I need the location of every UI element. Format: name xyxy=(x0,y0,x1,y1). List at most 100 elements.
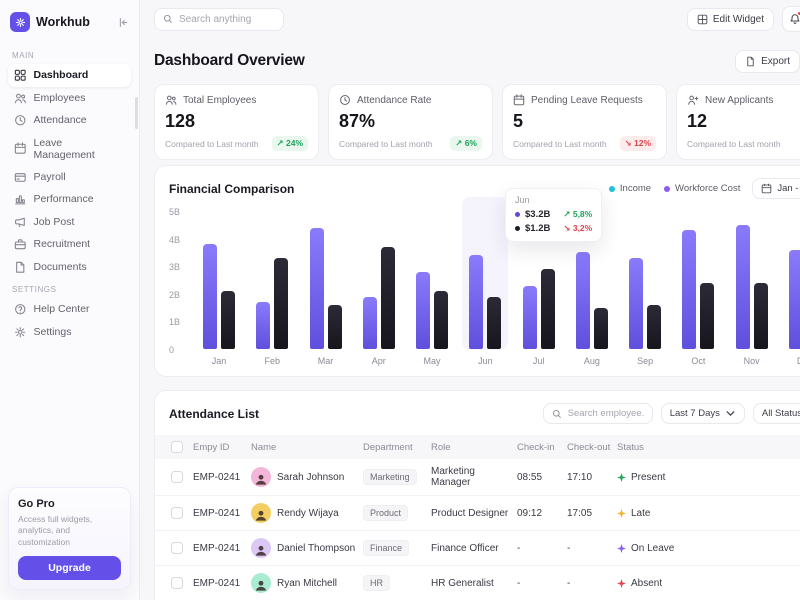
table-row[interactable]: EMP-0241 Sarah Johnson Marketing Marketing … xyxy=(155,459,800,496)
table-row[interactable]: EMP-0241 Daniel Thompson Finance Finance Of… xyxy=(155,531,800,566)
bar-income[interactable] xyxy=(788,250,800,349)
bar-workforce-cost[interactable] xyxy=(540,269,555,349)
bar-income[interactable] xyxy=(682,230,697,349)
bar-group-sep[interactable]: Sep xyxy=(629,211,662,366)
bar-workforce-cost[interactable] xyxy=(753,283,768,349)
bar-income[interactable] xyxy=(735,225,750,349)
stat-card-foot: Compared to Last month ↗ 24% xyxy=(165,136,308,151)
bar-group-dec[interactable]: Dec xyxy=(788,211,800,366)
sidebar-collapse-icon[interactable] xyxy=(118,17,129,28)
cell-employee-id: EMP-0241 xyxy=(193,471,241,483)
search-input[interactable] xyxy=(179,13,275,25)
stat-card-label: Pending Leave Requests xyxy=(531,94,643,106)
stat-card-compare: Compared to Last month xyxy=(339,138,433,149)
bar-workforce-cost[interactable] xyxy=(487,297,502,349)
bar-income[interactable] xyxy=(203,244,217,349)
cell-check-out: - xyxy=(567,542,571,554)
column-header: Check-out xyxy=(567,441,611,453)
cell-role: Marketing Manager xyxy=(431,466,475,488)
stat-card-head: New Applicants xyxy=(687,94,800,106)
bar-workforce-cost[interactable] xyxy=(700,283,715,349)
bar-income[interactable] xyxy=(575,252,590,349)
cell-name: Rendy Wijaya xyxy=(251,503,363,523)
status-sparkle-icon xyxy=(617,472,626,482)
bar-income[interactable] xyxy=(416,272,431,349)
go-pro-description: Access full widgets, analytics, and cust… xyxy=(18,513,93,547)
stat-card-head: Total Employees xyxy=(165,94,308,106)
employee-search-input[interactable] xyxy=(567,408,644,419)
bar-group-nov[interactable]: Nov xyxy=(735,211,768,366)
bar-income[interactable] xyxy=(469,255,484,349)
sidebar-item-help-center[interactable]: Help Center xyxy=(8,298,131,321)
bar-group-may[interactable]: May xyxy=(416,211,449,366)
bar-workforce-cost[interactable] xyxy=(274,258,289,349)
bar-income[interactable] xyxy=(256,302,271,349)
bar-workforce-cost[interactable] xyxy=(434,291,449,349)
stat-card-value: 5 xyxy=(513,111,524,131)
table-row[interactable]: EMP-0241 Ryan Mitchell HR HR Generalist - - Ab… xyxy=(155,566,800,600)
bar-group-oct[interactable]: Oct xyxy=(682,211,715,366)
tooltip-series-dot xyxy=(515,226,520,231)
sidebar-item-job-post[interactable]: Job Post xyxy=(8,211,131,234)
export-button[interactable]: Export xyxy=(735,49,800,73)
trend-badge: ↗ 6% xyxy=(450,136,482,151)
stat-card-compare: Compared to Last month xyxy=(513,138,607,149)
sidebar-item-recruitment[interactable]: Recruitment xyxy=(8,233,131,256)
sidebar-item-dashboard[interactable]: Dashboard xyxy=(8,64,131,87)
cell-name: Sarah Johnson xyxy=(251,467,363,487)
sidebar-item-payroll[interactable]: Payroll xyxy=(8,166,131,189)
sidebar-item-label: Performance xyxy=(33,193,94,206)
bar-income[interactable] xyxy=(362,297,377,349)
bar-income[interactable] xyxy=(522,286,537,349)
row-checkbox[interactable] xyxy=(171,507,183,519)
bar-workforce-cost[interactable] xyxy=(380,247,395,349)
department-badge: HR xyxy=(363,575,390,591)
chart-body: 5B 4B 3B 2B 1B 0 Jan Feb Mar Apr May Jun Jul Aug Sep O… xyxy=(169,197,800,366)
help-icon xyxy=(15,304,26,315)
employee-search[interactable] xyxy=(542,403,653,424)
sidebar-item-performance[interactable]: Performance xyxy=(8,188,131,211)
sidebar-item-employees[interactable]: Employees xyxy=(8,87,131,110)
bar-income[interactable] xyxy=(629,258,644,349)
person-avatar-icon xyxy=(255,580,267,591)
sidebar-nav: MAIN Dashboard Employees Attendance Leave Ma… xyxy=(8,44,131,343)
notifications-button[interactable] xyxy=(782,6,800,32)
bar-workforce-cost[interactable] xyxy=(647,305,662,349)
row-checkbox[interactable] xyxy=(171,471,183,483)
bar-group-mar[interactable]: Mar xyxy=(309,211,342,366)
sidebar-scrollbar[interactable] xyxy=(135,97,138,129)
stat-card-label: New Applicants xyxy=(705,94,774,106)
nav-section-label: SETTINGS xyxy=(12,285,57,294)
bar-group-jul[interactable]: Jul xyxy=(522,211,555,366)
period-dropdown[interactable]: Jan - Dec xyxy=(752,178,800,199)
bar-group-jan[interactable]: Jan xyxy=(203,211,235,366)
bar-workforce-cost[interactable] xyxy=(221,291,235,349)
sidebar-item-settings[interactable]: Settings xyxy=(8,321,131,344)
global-search[interactable] xyxy=(154,7,284,31)
edit-widget-button[interactable]: Edit Widget xyxy=(686,7,774,31)
table-row[interactable]: EMP-0241 Rendy Wijaya Product Product Desig… xyxy=(155,496,800,531)
row-checkbox[interactable] xyxy=(171,542,183,554)
bar-income[interactable] xyxy=(309,228,324,349)
jobpost-icon xyxy=(15,217,25,227)
avatar xyxy=(251,538,271,558)
y-axis-tick: 1B xyxy=(169,317,181,328)
bar-group-jun[interactable]: Jun xyxy=(462,197,509,366)
bar-workforce-cost[interactable] xyxy=(593,308,608,349)
sidebar-item-leave-management[interactable]: Leave Management xyxy=(8,132,131,166)
row-checkbox[interactable] xyxy=(171,577,183,589)
upgrade-button[interactable]: Upgrade xyxy=(18,556,121,580)
cell-check-in: - xyxy=(517,577,521,589)
bar-group-apr[interactable]: Apr xyxy=(362,211,395,366)
select-all-checkbox[interactable] xyxy=(171,441,183,453)
date-range-dropdown[interactable]: Last 7 Days xyxy=(660,403,745,424)
bar-workforce-cost[interactable] xyxy=(327,305,342,349)
sidebar-item-label: Employees xyxy=(33,91,86,104)
stat-card-head: Attendance Rate xyxy=(339,94,482,106)
sidebar-item-documents[interactable]: Documents xyxy=(8,256,131,279)
bar-group-aug[interactable]: Aug xyxy=(575,211,608,366)
sidebar-item-attendance[interactable]: Attendance xyxy=(8,109,131,132)
bar-group-feb[interactable]: Feb xyxy=(256,211,289,366)
status-filter-dropdown[interactable]: All Status xyxy=(752,403,800,424)
tooltip-series-dot xyxy=(515,212,520,217)
